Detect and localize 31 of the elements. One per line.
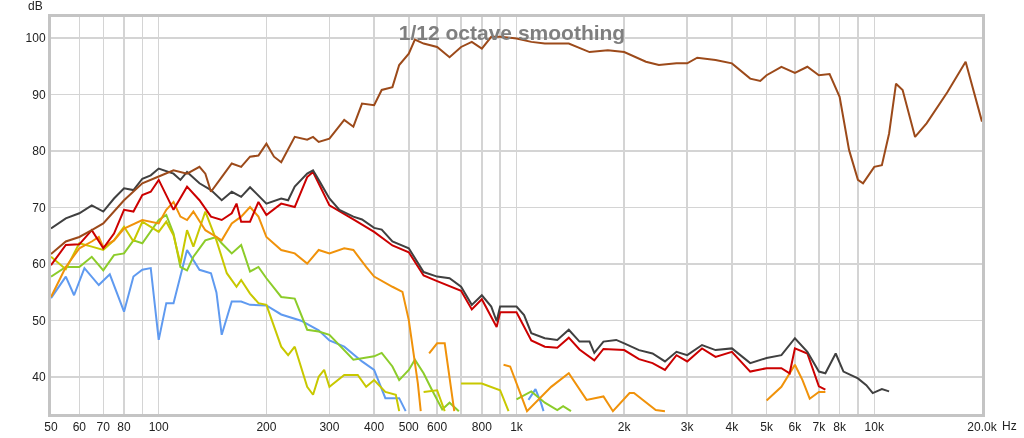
x-tick-label: 80 <box>117 420 132 435</box>
y-tick-label: 90 <box>32 87 46 102</box>
x-tick-label: 200 <box>256 420 277 435</box>
x-tick-label: 6k <box>788 420 803 435</box>
x-tick-label: 2k <box>617 420 632 435</box>
y-tick-label: 50 <box>32 313 46 328</box>
y-axis-title: dB <box>28 0 43 13</box>
x-tick-label: 20.0k <box>967 420 998 435</box>
x-tick-label: 7k <box>812 420 827 435</box>
x-tick-label: 300 <box>319 420 340 435</box>
x-tick-label: 10k <box>864 420 885 435</box>
x-tick-label: 60 <box>72 420 87 435</box>
x-tick-label: 8k <box>833 420 847 435</box>
x-tick-label: 1k <box>510 420 524 435</box>
x-tick-label: 800 <box>471 420 493 435</box>
x-axis-title: Hz <box>1002 419 1017 433</box>
y-tick-label: 70 <box>32 200 46 215</box>
y-tick-label: 100 <box>25 31 46 46</box>
x-tick-label: 50 <box>44 420 58 435</box>
x-tick-label: 3k <box>680 420 695 435</box>
x-tick-label: 100 <box>148 420 170 435</box>
x-tick-label: 500 <box>398 420 420 435</box>
y-tick-label: 60 <box>32 257 46 272</box>
x-tick-label: 4k <box>725 420 740 435</box>
x-tick-label: 400 <box>364 420 385 435</box>
y-tick-label: 40 <box>32 370 46 385</box>
x-tick-label: 600 <box>427 420 448 435</box>
chart-title: 1/12 octave smoothing <box>398 21 626 45</box>
x-tick-label: 70 <box>96 420 111 435</box>
x-tick-label: 5k <box>760 420 774 435</box>
y-tick-label: 80 <box>32 144 46 159</box>
